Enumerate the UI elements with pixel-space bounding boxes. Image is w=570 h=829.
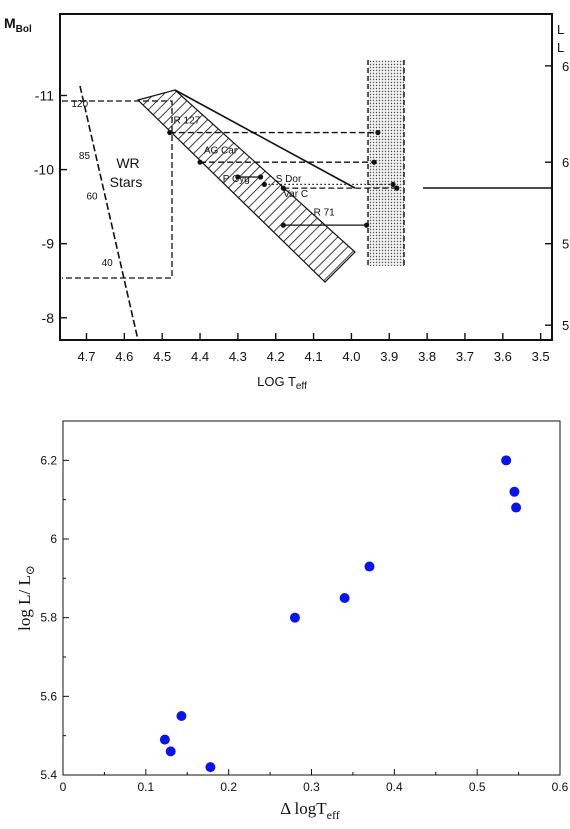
scatter-x-tick-label: 0.6 [552,780,569,794]
hatched-strip [136,89,356,283]
star-end-point [257,174,264,180]
hrd-x-tick-label: 4.0 [342,349,360,364]
star-end-point [375,129,381,136]
star-end-point [390,181,396,188]
star-label: R 127 [174,116,201,127]
star-label: AG Car [204,145,238,156]
hrd-x-tick-label: 3.9 [380,349,398,364]
scatter-y-tick-label: 6.2 [40,453,57,467]
scatter-y-tick-label: 5.4 [40,768,57,782]
scatter-point [176,711,187,721]
scatter-y-tick-label: 6 [50,532,57,546]
star-start-point [280,185,286,191]
star-label: S Dor [276,174,302,185]
wr-label-2: Stars [110,174,143,190]
hrd-y-tick-label: -11 [35,88,54,104]
hrd-right-tick-label: 6 [562,59,569,74]
scatter-x-tick-label: 0.2 [220,780,237,794]
scatter-point [289,612,300,623]
hrd-xlabel: LOG Teff [257,374,307,392]
hrd-x-tick-label: 4.5 [153,349,171,364]
wr-track [79,85,139,341]
scatter-x-tick-label: 0 [60,780,67,794]
mass-label: 60 [86,192,98,203]
star-end-point [394,185,400,191]
hrd-right-tick-label: 5 [562,318,569,333]
hrd-x-tick-label: 4.6 [115,349,133,364]
star-label: Var C [283,189,308,200]
star-label: P Cyg [223,174,250,185]
star-start-point [235,174,241,180]
mass-label: 85 [79,151,91,162]
scatter-xlabel: Δ logTeff [280,799,339,822]
hrd-frame [59,13,553,341]
wr-label-1: WR [116,155,139,171]
scatter-point [165,746,176,757]
scatter-x-tick-label: 0.1 [137,780,154,794]
scatter-frame [62,420,561,776]
hrd-x-tick-label: 3.7 [456,349,474,364]
scatter-point [509,486,520,497]
scatter-x-tick-label: 0.5 [469,780,486,794]
star-start-point [197,159,203,165]
hrd-right-tick-label: 6 [562,155,569,170]
scatter-y-tick-label: 5.8 [40,611,57,625]
mass-label: 120 [71,99,88,110]
scatter-point [159,734,170,745]
scatter-point [339,593,350,603]
hrd-x-tick-label: 4.4 [191,349,209,364]
star-end-point [363,222,370,228]
star-start-point [167,129,173,136]
hrd-x-tick-label: 4.2 [267,349,285,364]
hrd-x-tick-label: 4.7 [77,349,95,364]
mass-label: 40 [102,258,114,269]
hrd-y-tick-label: -8 [42,310,55,326]
scatter-y-tick-label: 5.6 [40,689,57,703]
scatter-ylabel: log L/ L⊙ [15,565,37,631]
scatter-point [205,762,216,773]
scatter-x-tick-label: 0.3 [303,780,320,794]
hrd-right-label-2: L [557,40,564,55]
hrd-x-tick-label: 3.8 [418,349,436,364]
hrd-y-tick-label: -10 [34,162,54,178]
scatter-plot: 0 0.1 0.2 0.3 0.4 0.5 0.6 5.4 5.6 5.8 6 6.2 Δ logT… [15,420,569,822]
star-label: R 71 [314,208,336,219]
hrd-y-tick-label: -9 [42,236,55,252]
scatter-x-tick-label: 0.4 [386,780,403,794]
hrd-right-tick-label: 5 [562,237,569,252]
hrd-x-tick-label: 3.6 [494,349,512,364]
star-end-point [371,159,377,165]
hrd-x-tick-label: 3.5 [532,349,550,364]
scatter-point [501,455,512,466]
hrd-right-label-1: L [557,22,564,37]
star-start-point [261,181,267,188]
hrd-x-tick-label: 4.3 [229,349,247,364]
scatter-point [364,561,375,572]
hrd-x-tick-label: 4.1 [305,349,323,364]
scatter-point [511,502,522,513]
hr-diagram: MBol LOG Teff L L 4.7 4.6 4.5 4.4 4.3 4.2 4.1 4… [4,13,569,392]
wr-region-box [62,100,173,279]
hrd-ylabel: MBol [4,15,32,35]
star-start-point [280,222,286,228]
humphreys-davidson-limit [174,89,356,189]
